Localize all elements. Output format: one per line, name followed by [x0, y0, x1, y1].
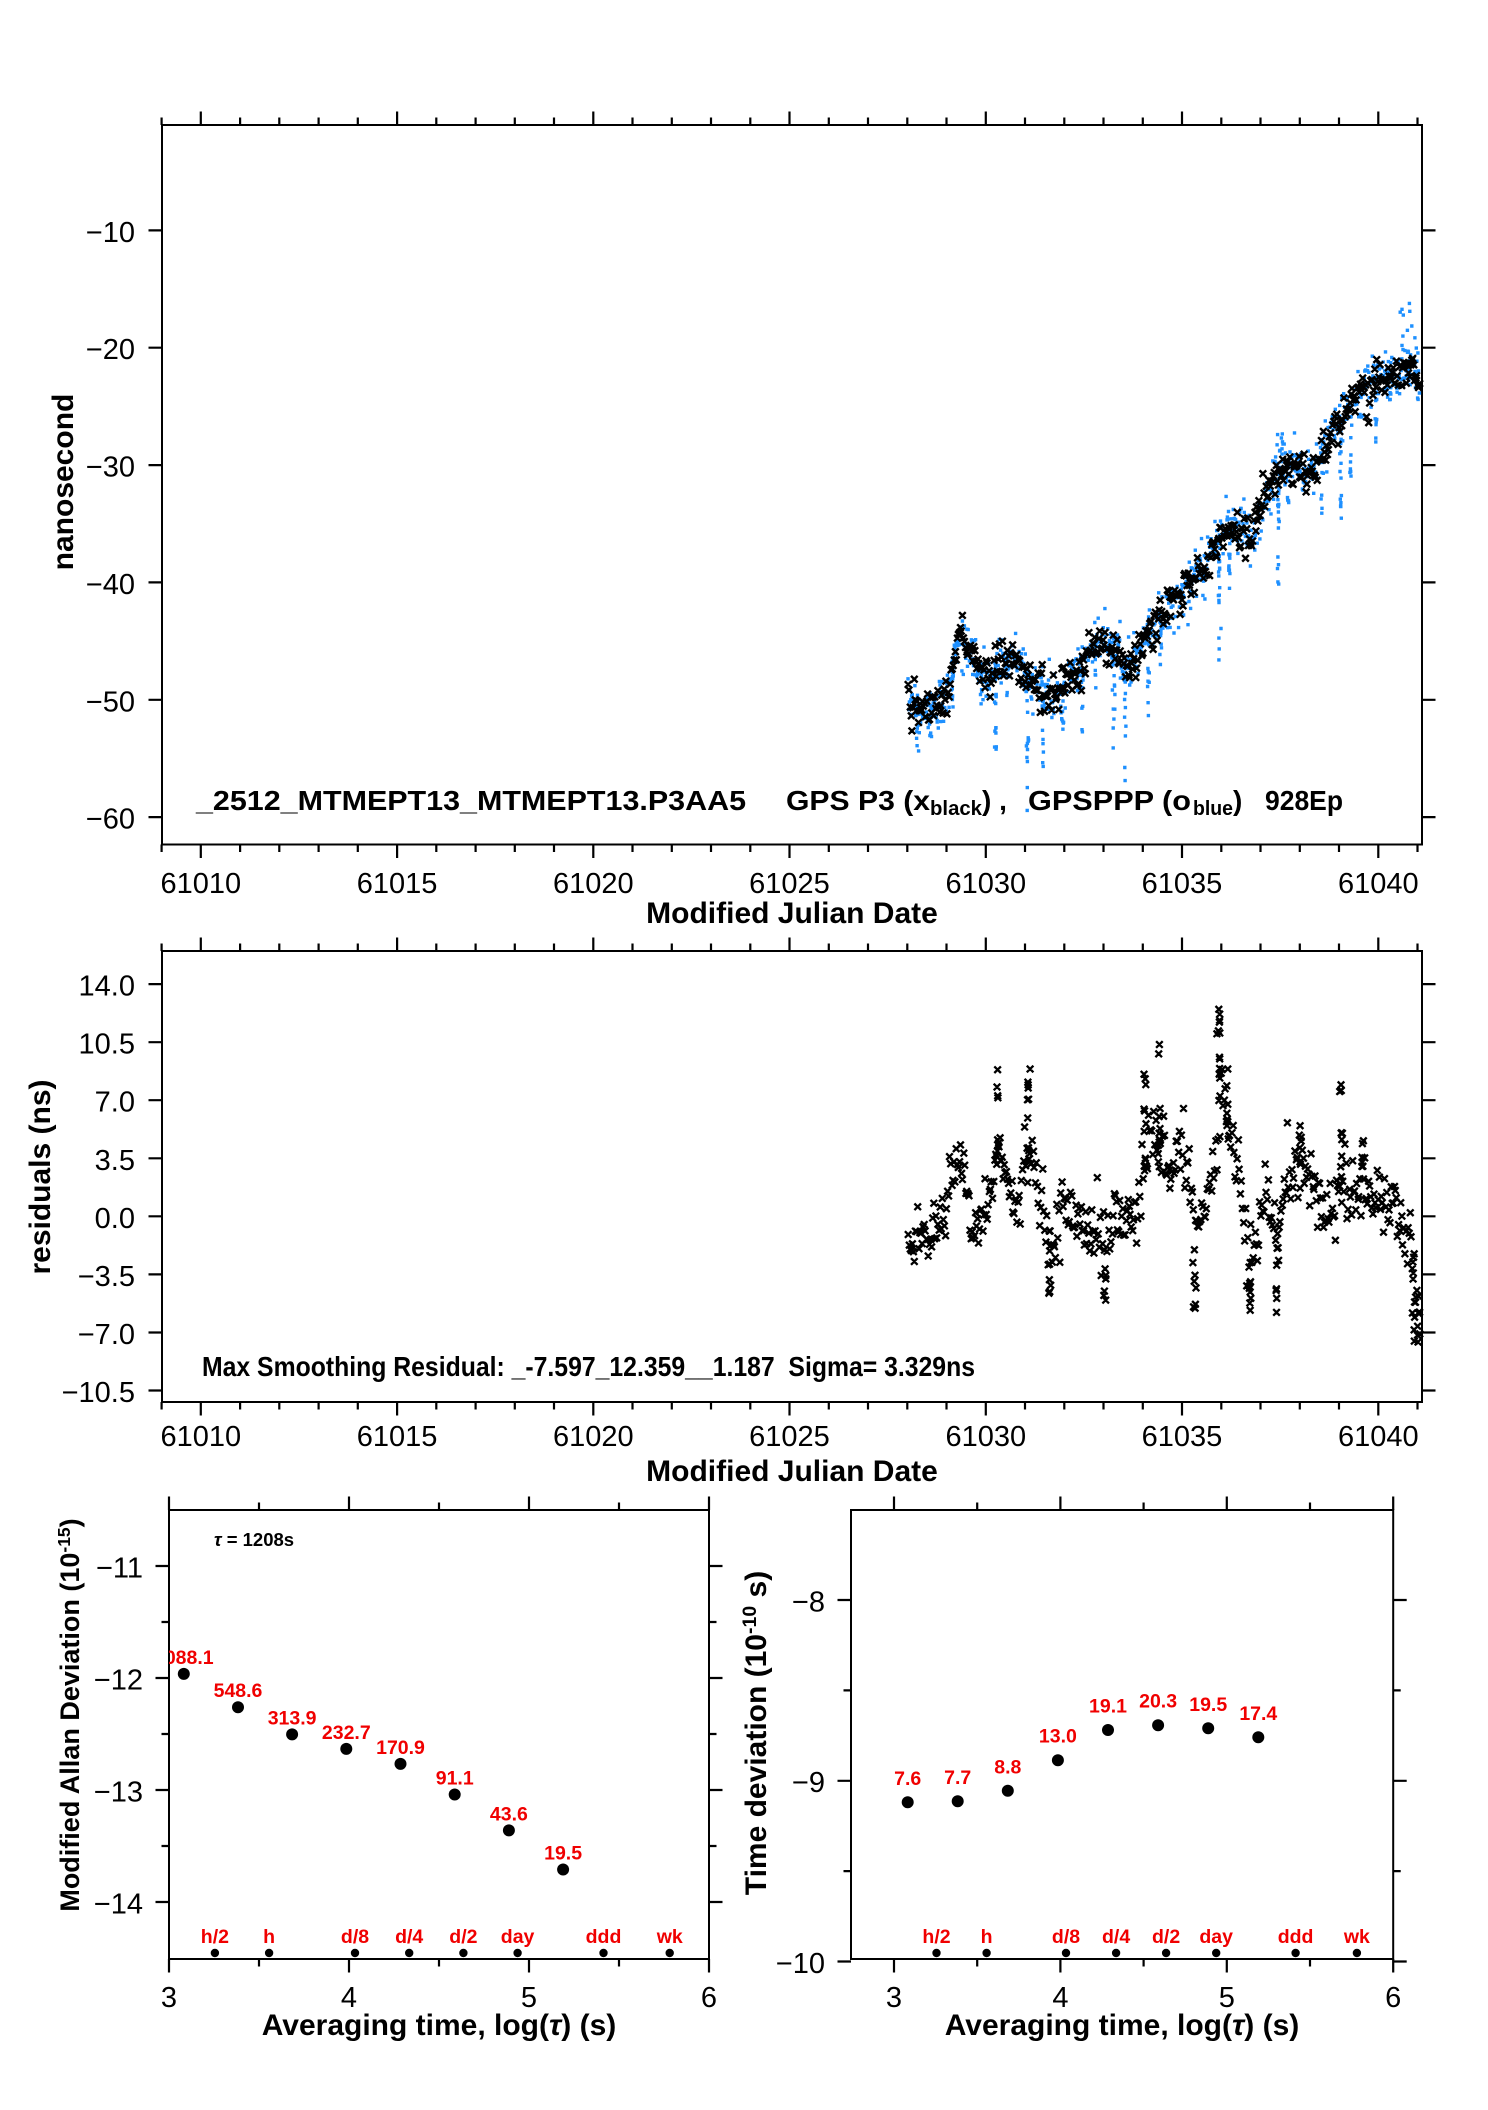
svg-text:d/4: d/4 — [1102, 1926, 1130, 1948]
svg-text:61015: 61015 — [357, 1421, 438, 1453]
svg-text:1088.1: 1088.1 — [154, 1647, 214, 1669]
svg-text:−14: −14 — [94, 1889, 143, 1921]
svg-text:−3.5: −3.5 — [78, 1261, 135, 1293]
svg-text:d/8: d/8 — [1052, 1926, 1080, 1948]
svg-text:black: black — [930, 798, 983, 820]
svg-text:7.0: 7.0 — [95, 1087, 135, 1119]
svg-text:61025: 61025 — [749, 868, 830, 900]
svg-text:Modified Allan Deviation (10-1: Modified Allan Deviation (10-15) — [54, 1518, 85, 1911]
svg-text:20.3: 20.3 — [1139, 1691, 1177, 1713]
svg-text:−40: −40 — [86, 569, 135, 601]
svg-text:Max Smoothing Residual: _-7.59: Max Smoothing Residual: _-7.597_12.359__… — [202, 1351, 975, 1382]
svg-text:−8: −8 — [792, 1587, 825, 1619]
svg-text:residuals (ns): residuals (ns) — [24, 1079, 57, 1274]
svg-text:Averaging time, log(τ) (s): Averaging time, log(τ) (s) — [262, 2009, 617, 2042]
svg-text:−10: −10 — [86, 217, 135, 249]
svg-text:61040: 61040 — [1338, 868, 1419, 900]
svg-text:61030: 61030 — [945, 1421, 1026, 1453]
svg-text:61010: 61010 — [160, 868, 241, 900]
svg-text:−10: −10 — [776, 1948, 825, 1980]
svg-text:day: day — [501, 1926, 535, 1948]
svg-text:6: 6 — [1385, 1982, 1401, 2014]
svg-text:6: 6 — [701, 1982, 717, 2014]
svg-text:91.1: 91.1 — [436, 1768, 474, 1790]
svg-text:_2512_MTMEPT13_MTMEPT13.P3AA5: _2512_MTMEPT13_MTMEPT13.P3AA5 — [195, 785, 746, 816]
svg-text:0.0: 0.0 — [95, 1203, 135, 1235]
svg-text:61010: 61010 — [160, 1421, 241, 1453]
svg-text:10.5: 10.5 — [79, 1029, 135, 1061]
svg-text:17.4: 17.4 — [1239, 1703, 1277, 1725]
svg-text:8.8: 8.8 — [994, 1756, 1021, 1778]
svg-text:61020: 61020 — [553, 1421, 634, 1453]
svg-text:19.5: 19.5 — [544, 1843, 582, 1865]
svg-text:548.6: 548.6 — [214, 1680, 263, 1702]
svg-text:4: 4 — [1052, 1982, 1068, 2014]
svg-text:313.9: 313.9 — [268, 1707, 317, 1729]
svg-text:d/2: d/2 — [1152, 1926, 1180, 1948]
svg-text:) ,: ) , — [982, 785, 1007, 816]
svg-text:−60: −60 — [86, 804, 135, 836]
svg-text:−7.0: −7.0 — [78, 1319, 135, 1351]
svg-text:τ = 1208s: τ = 1208s — [214, 1529, 294, 1550]
svg-text:d/4: d/4 — [395, 1926, 423, 1948]
svg-text:4: 4 — [341, 1982, 357, 2014]
svg-text:61035: 61035 — [1142, 1421, 1223, 1453]
svg-text:928Ep: 928Ep — [1265, 785, 1343, 816]
svg-text:61040: 61040 — [1338, 1421, 1419, 1453]
svg-text:GPSPPP (o: GPSPPP (o — [1028, 785, 1191, 816]
svg-text:−12: −12 — [94, 1665, 143, 1697]
svg-text:61015: 61015 — [357, 868, 438, 900]
svg-text:h/2: h/2 — [922, 1926, 950, 1948]
svg-text:−30: −30 — [86, 452, 135, 484]
svg-text:−11: −11 — [96, 1553, 143, 1585]
svg-text:5: 5 — [521, 1982, 537, 2014]
svg-text:61030: 61030 — [945, 868, 1026, 900]
svg-text:5: 5 — [1219, 1982, 1235, 2014]
svg-text:h: h — [981, 1926, 993, 1948]
svg-text:h: h — [263, 1926, 275, 1948]
svg-text:7.6: 7.6 — [894, 1768, 921, 1790]
svg-text:61035: 61035 — [1142, 868, 1223, 900]
svg-text:Modified Julian Date: Modified Julian Date — [646, 897, 938, 930]
svg-text:232.7: 232.7 — [322, 1722, 371, 1744]
svg-text:14.0: 14.0 — [79, 971, 135, 1003]
svg-text:GPS P3 (x: GPS P3 (x — [786, 785, 930, 816]
svg-text:19.1: 19.1 — [1089, 1696, 1127, 1718]
svg-text:−10.5: −10.5 — [62, 1377, 135, 1409]
svg-text:−13: −13 — [94, 1777, 143, 1809]
svg-text:13.0: 13.0 — [1039, 1726, 1077, 1748]
svg-text:61020: 61020 — [553, 868, 634, 900]
svg-text:3.5: 3.5 — [95, 1145, 135, 1177]
svg-text:61025: 61025 — [749, 1421, 830, 1453]
svg-text:nanosecond: nanosecond — [47, 394, 80, 571]
svg-text:blue: blue — [1193, 798, 1233, 820]
svg-text:h/2: h/2 — [201, 1926, 229, 1948]
svg-text:−50: −50 — [86, 686, 135, 718]
svg-text:d/2: d/2 — [449, 1926, 477, 1948]
svg-text:d/8: d/8 — [341, 1926, 369, 1948]
svg-text:−20: −20 — [86, 334, 135, 366]
svg-text:43.6: 43.6 — [490, 1803, 528, 1825]
svg-text:3: 3 — [161, 1982, 177, 2014]
svg-text:wk: wk — [656, 1926, 683, 1948]
svg-text:170.9: 170.9 — [376, 1737, 425, 1759]
svg-text:Modified Julian Date: Modified Julian Date — [646, 1455, 938, 1488]
svg-text:ddd: ddd — [586, 1926, 622, 1948]
svg-text:Averaging time, log(τ) (s): Averaging time, log(τ) (s) — [945, 2009, 1300, 2042]
svg-text:wk: wk — [1343, 1926, 1370, 1948]
svg-text:ddd: ddd — [1278, 1926, 1314, 1948]
svg-text:7.7: 7.7 — [944, 1767, 971, 1789]
svg-text:): ) — [1233, 785, 1242, 816]
svg-text:Time deviation (10-10 s): Time deviation (10-10 s) — [739, 1571, 773, 1895]
svg-text:−9: −9 — [792, 1767, 825, 1799]
svg-text:3: 3 — [886, 1982, 902, 2014]
svg-text:day: day — [1199, 1926, 1233, 1948]
svg-text:19.5: 19.5 — [1189, 1694, 1227, 1716]
